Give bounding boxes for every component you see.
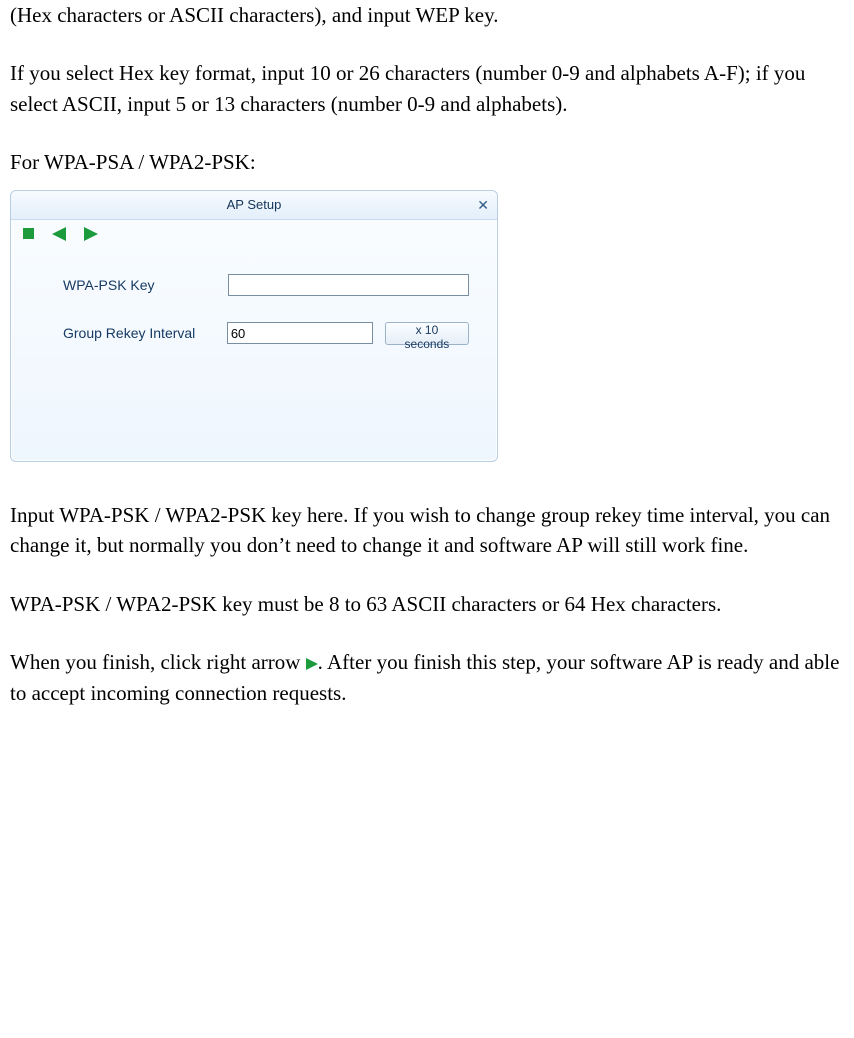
wpa-key-label: WPA-PSK Key (63, 275, 228, 295)
dialog-title: AP Setup (11, 191, 497, 219)
finish-text-a: When you finish, click right arrow (10, 650, 306, 674)
wpa-key-row: WPA-PSK Key (63, 274, 469, 296)
paragraph-hex-ascii: If you select Hex key format, input 10 o… (10, 58, 844, 119)
dialog-spacer (63, 371, 469, 451)
forward-arrow-icon[interactable] (84, 227, 98, 241)
right-arrow-inline-icon (306, 658, 318, 670)
rekey-unit-button[interactable]: x 10 seconds (385, 322, 469, 345)
rekey-label: Group Rekey Interval (63, 323, 227, 343)
paragraph-wep-intro: (Hex characters or ASCII characters), an… (10, 0, 844, 30)
rekey-row: Group Rekey Interval x 10 seconds (63, 322, 469, 345)
paragraph-finish: When you finish, click right arrow . Aft… (10, 647, 844, 708)
stop-icon[interactable] (23, 228, 34, 239)
ap-setup-dialog: AP Setup ✕ WPA-PSK Key Group Rekey Inter… (10, 190, 498, 462)
dialog-titlebar: AP Setup ✕ (11, 191, 497, 220)
paragraph-key-length: WPA-PSK / WPA2-PSK key must be 8 to 63 A… (10, 589, 844, 619)
close-icon[interactable]: ✕ (477, 191, 489, 219)
paragraph-wpa-heading: For WPA-PSA / WPA2-PSK: (10, 147, 844, 177)
rekey-input[interactable] (227, 322, 373, 344)
paragraph-wpa-instructions: Input WPA-PSK / WPA2-PSK key here. If yo… (10, 500, 844, 561)
dialog-nav-row (11, 220, 497, 248)
wpa-key-input[interactable] (228, 274, 469, 296)
back-arrow-icon[interactable] (52, 227, 66, 241)
